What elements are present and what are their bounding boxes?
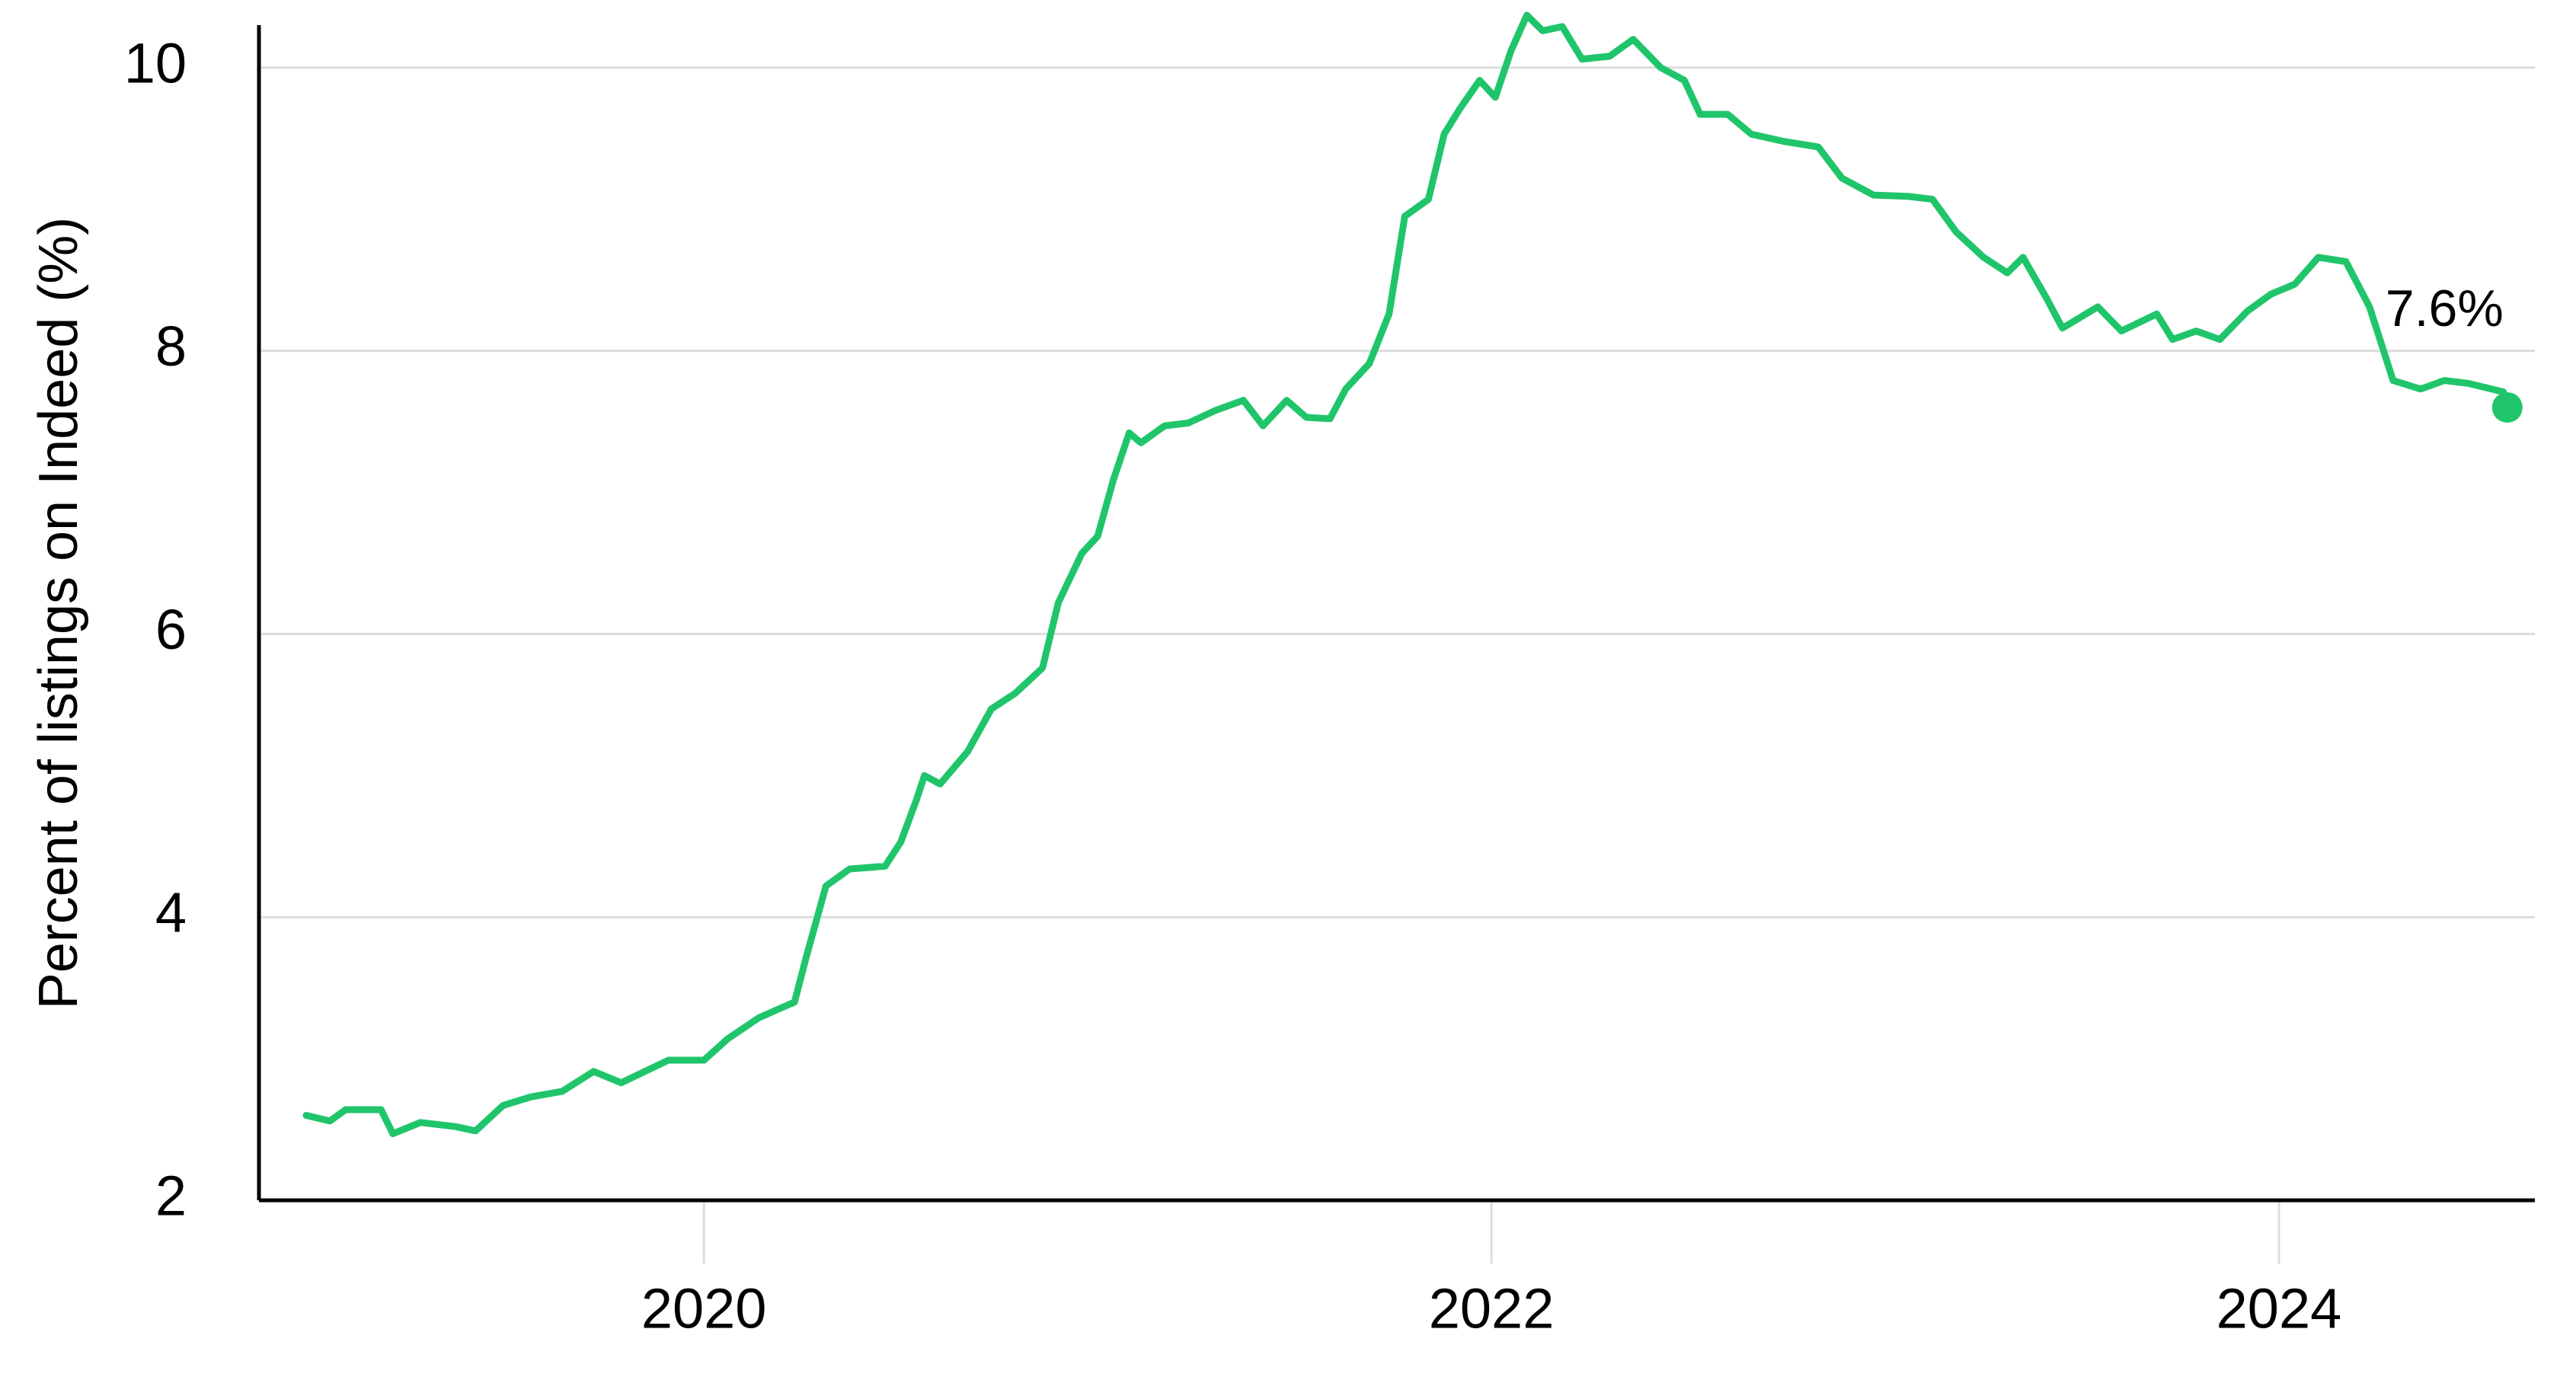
- x-tick-label: 2022: [1429, 1277, 1555, 1340]
- data-line: [302, 11, 2507, 1138]
- x-tick-label: 2020: [641, 1277, 767, 1340]
- y-tick-label: 2: [155, 1165, 187, 1228]
- y-tick-label: 10: [124, 31, 187, 94]
- x-tick-label: 2024: [2216, 1277, 2342, 1340]
- y-tick-label: 4: [155, 881, 187, 944]
- end-point: [2491, 391, 2523, 423]
- y-tick-label: 8: [155, 315, 187, 378]
- end-label: 7.6%: [2386, 280, 2504, 337]
- y-tick-label: 6: [155, 598, 187, 661]
- y-axis-label: Percent of listings on Indeed (%): [28, 217, 89, 1010]
